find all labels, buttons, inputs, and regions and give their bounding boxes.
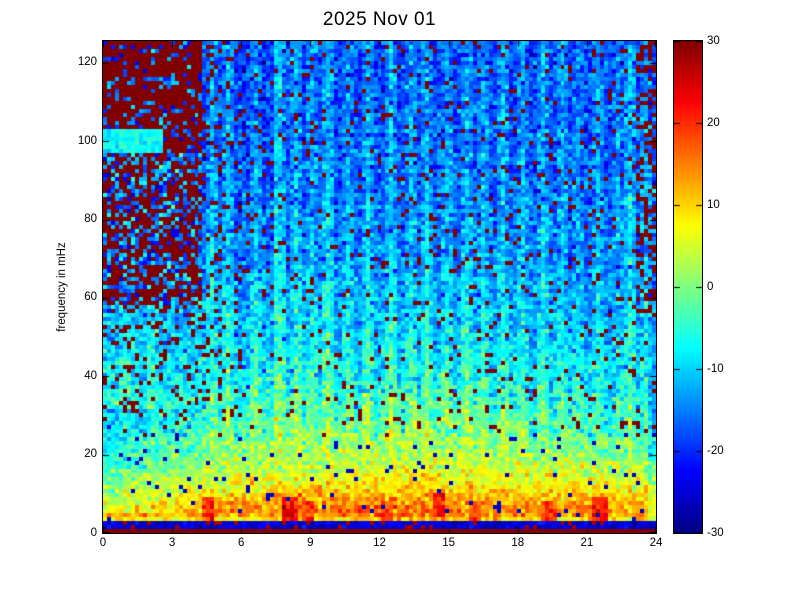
colorbar-tick-label: 30 (707, 34, 720, 47)
x-tick-label: 24 (649, 537, 663, 549)
y-tick-label: 60 (84, 291, 97, 304)
x-tick-label: 18 (511, 537, 525, 549)
colorbar (673, 40, 703, 534)
x-tick-label: 21 (580, 537, 594, 549)
colorbar-tick-label: -20 (707, 444, 724, 457)
x-tick-label: 0 (99, 537, 107, 549)
y-tick-label: 40 (84, 369, 97, 382)
colorbar-tick-label: 10 (707, 198, 720, 211)
x-tick-label: 15 (442, 537, 456, 549)
y-tick-label: 120 (77, 56, 97, 69)
colorbar-tick-label: -10 (707, 362, 724, 375)
y-tick-label: 20 (84, 448, 97, 461)
x-tick-label: 12 (373, 537, 386, 549)
plot-area (102, 40, 657, 534)
spectrogram-heatmap (103, 41, 656, 533)
x-tick-label: 9 (307, 537, 314, 549)
y-axis-label: frequency in mHz (56, 242, 68, 332)
colorbar-tick-label: -30 (707, 526, 724, 539)
x-tick-label: 3 (168, 537, 176, 549)
colorbar-tick-label: 0 (707, 280, 714, 293)
y-tick-label: 80 (84, 213, 97, 226)
colorbar-gradient (674, 41, 702, 533)
colorbar-tick-label: 20 (707, 116, 720, 129)
x-tick-label: 6 (238, 537, 245, 549)
chart-title: 2025 Nov 01 (322, 9, 437, 30)
y-tick-label: 0 (90, 526, 97, 539)
y-tick-label: 100 (77, 134, 97, 147)
